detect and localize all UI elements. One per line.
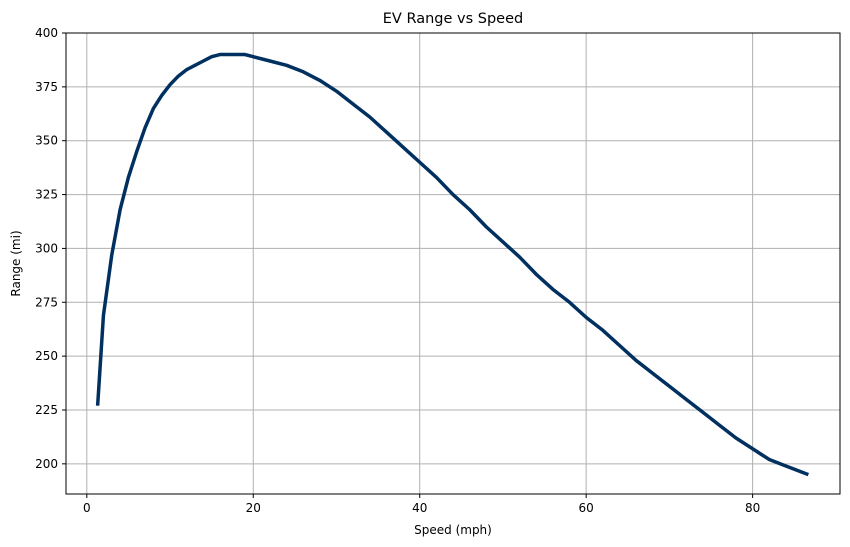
range-series-line	[95, 52, 809, 477]
x-tick-label: 40	[412, 501, 427, 515]
x-tick-label: 0	[83, 501, 91, 515]
y-tick-label: 225	[35, 403, 58, 417]
x-tick-label: 60	[579, 501, 594, 515]
series-layer	[95, 52, 809, 477]
y-tick-label: 200	[35, 457, 58, 471]
x-axis-title: Speed (mph)	[414, 523, 492, 537]
x-tick-label: 80	[745, 501, 760, 515]
y-axis-title: Range (mi)	[9, 230, 23, 296]
chart-title: EV Range vs Speed	[383, 11, 523, 27]
y-tick-label: 400	[35, 26, 58, 40]
y-tick-label: 325	[35, 188, 58, 202]
y-tick-label: 350	[35, 134, 58, 148]
y-axis: 200 225 250 275 300 325 350 375 400	[35, 26, 66, 471]
y-tick-label: 250	[35, 349, 58, 363]
y-tick-label: 300	[35, 241, 58, 255]
y-tick-label: 375	[35, 80, 58, 94]
x-tick-label: 20	[246, 501, 261, 515]
y-tick-label: 275	[35, 295, 58, 309]
x-axis: 0 20 40 60 80	[83, 494, 760, 515]
plot-frame	[65, 32, 841, 495]
